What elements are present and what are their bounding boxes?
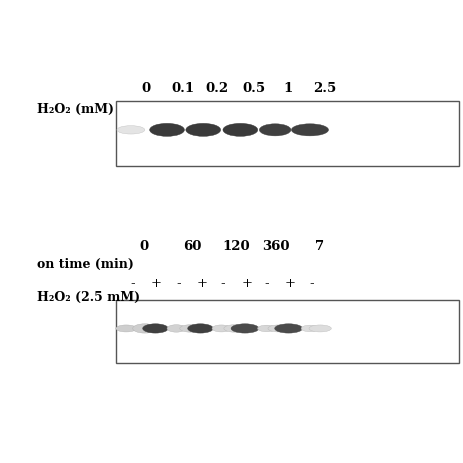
Ellipse shape — [274, 324, 302, 333]
Ellipse shape — [117, 126, 144, 135]
Text: 2.5: 2.5 — [313, 81, 336, 94]
Ellipse shape — [259, 125, 290, 137]
Text: +: + — [284, 277, 295, 290]
Text: -: - — [220, 277, 225, 290]
Ellipse shape — [132, 324, 156, 333]
Ellipse shape — [268, 325, 288, 332]
Ellipse shape — [224, 325, 244, 332]
Text: 1: 1 — [282, 81, 292, 94]
Polygon shape — [116, 300, 458, 363]
Ellipse shape — [231, 324, 258, 333]
Ellipse shape — [188, 324, 213, 333]
Ellipse shape — [179, 325, 200, 332]
Text: -: - — [264, 277, 269, 290]
Polygon shape — [116, 102, 458, 167]
Ellipse shape — [212, 325, 230, 332]
Text: 0.2: 0.2 — [205, 81, 228, 94]
Text: 360: 360 — [262, 240, 289, 253]
Text: 120: 120 — [221, 240, 249, 253]
Text: H₂O₂ (2.5 mM): H₂O₂ (2.5 mM) — [37, 290, 140, 303]
Ellipse shape — [186, 124, 220, 137]
Text: H₂O₂ (mM): H₂O₂ (mM) — [37, 102, 114, 115]
Ellipse shape — [149, 124, 184, 137]
Text: on time (min): on time (min) — [37, 257, 134, 270]
Ellipse shape — [291, 125, 328, 137]
Ellipse shape — [143, 324, 168, 333]
Text: 7: 7 — [314, 240, 323, 253]
Ellipse shape — [167, 325, 185, 332]
Text: -: - — [309, 277, 313, 290]
Ellipse shape — [116, 325, 137, 332]
Text: 0: 0 — [141, 81, 150, 94]
Text: +: + — [196, 277, 207, 290]
Ellipse shape — [300, 325, 318, 332]
Ellipse shape — [223, 124, 257, 137]
Text: 0.5: 0.5 — [242, 81, 265, 94]
Text: 0.1: 0.1 — [171, 81, 194, 94]
Text: +: + — [150, 277, 161, 290]
Text: +: + — [241, 277, 252, 290]
Ellipse shape — [257, 325, 275, 332]
Text: 60: 60 — [183, 240, 201, 253]
Text: 0: 0 — [139, 240, 148, 253]
Ellipse shape — [308, 325, 331, 332]
Text: -: - — [176, 277, 181, 290]
Text: -: - — [131, 277, 135, 290]
